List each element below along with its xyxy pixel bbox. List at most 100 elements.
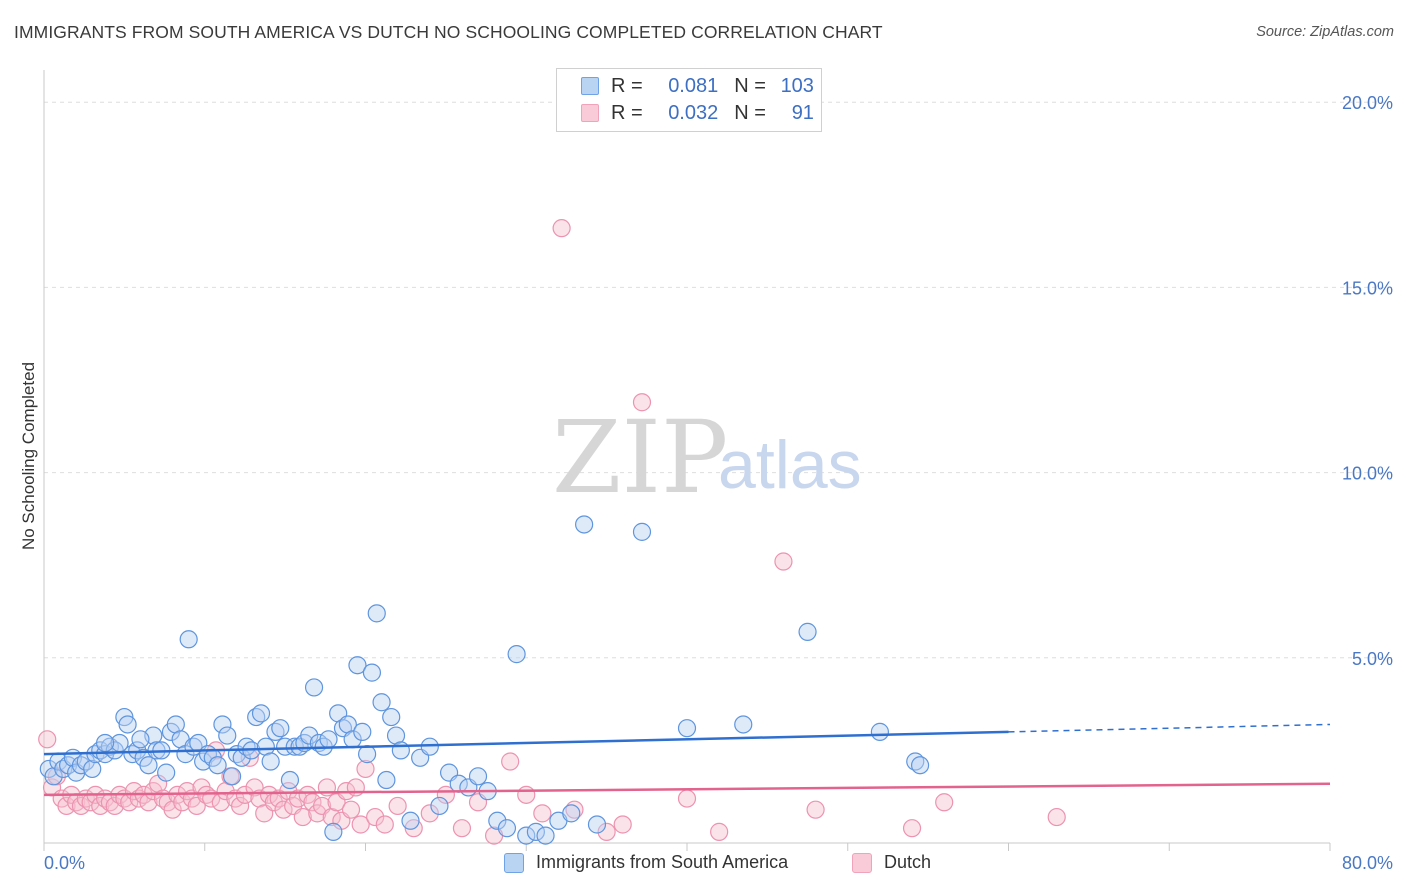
data-point (356, 759, 375, 779)
data-point (276, 737, 295, 756)
data-point (95, 733, 115, 753)
data-point (251, 704, 271, 723)
data-point (430, 796, 449, 816)
legend-row-south-america: R = 0.081 N = 103 (581, 75, 814, 97)
y-tick-label: 10.0% (1342, 464, 1393, 484)
data-point (468, 767, 488, 786)
data-point (131, 730, 150, 749)
data-point (677, 719, 697, 738)
data-point (552, 219, 571, 238)
data-point (348, 656, 367, 675)
data-point (358, 745, 377, 764)
chart-title: IMMIGRANTS FROM SOUTH AMERICA VS DUTCH N… (14, 22, 883, 42)
data-point (304, 678, 324, 697)
data-point (613, 815, 632, 834)
trend-line-south-america (43, 730, 1009, 756)
data-point (774, 552, 793, 571)
data-point (375, 815, 394, 834)
legend-item-dutch[interactable]: Dutch (852, 852, 931, 873)
legend-n-value: 91 (791, 101, 814, 124)
data-point (179, 630, 198, 649)
data-point (501, 752, 520, 771)
data-point (497, 819, 517, 838)
data-point (562, 804, 581, 823)
data-point (452, 819, 472, 838)
data-point (507, 645, 526, 664)
data-point (285, 737, 304, 756)
y-tick-label: 15.0% (1342, 278, 1393, 298)
data-point (213, 715, 232, 734)
data-point (734, 715, 753, 734)
series-legend: Immigrants from South America Dutch (0, 852, 1406, 878)
watermark-atlas: atlas (718, 427, 862, 503)
legend-r-label: R = (611, 74, 643, 97)
y-axis-label: No Schooling Completed (19, 362, 38, 550)
data-point (536, 826, 555, 845)
data-point (300, 726, 319, 745)
data-point (575, 515, 594, 534)
legend-n-label: N = (734, 74, 766, 97)
data-point (261, 752, 280, 771)
data-point (231, 796, 250, 816)
x-tick-marks (43, 843, 1331, 851)
data-point (488, 811, 507, 830)
data-point (1047, 807, 1066, 827)
data-point (293, 807, 312, 827)
legend-r-value: 0.032 (668, 101, 719, 124)
data-point (902, 819, 922, 838)
data-point (533, 804, 552, 823)
legend-r-value: 0.081 (668, 74, 719, 97)
legend-swatch-pink (852, 852, 872, 873)
data-point (517, 785, 536, 804)
legend-label-dutch: Dutch (884, 852, 932, 872)
trend-line-south-america-extension (1008, 723, 1331, 733)
data-point (218, 726, 237, 745)
data-point (710, 822, 729, 841)
chart-source: Source: ZipAtlas.com (1256, 24, 1394, 40)
data-point (83, 759, 102, 779)
data-point (245, 778, 264, 797)
data-point (806, 800, 825, 819)
data-point (222, 767, 242, 786)
data-point (105, 796, 124, 816)
legend-r-label: R = (611, 101, 643, 124)
data-point (382, 707, 401, 727)
y-tick-label: 20.0% (1342, 93, 1393, 113)
data-point (38, 730, 57, 749)
data-point (870, 722, 890, 741)
legend-swatch-blue (504, 852, 524, 873)
data-point (319, 730, 338, 749)
data-point (420, 804, 439, 823)
data-point (366, 807, 385, 827)
data-point (798, 622, 817, 641)
data-point (517, 826, 536, 845)
data-point (57, 796, 76, 816)
data-point (372, 693, 391, 712)
legend-n-label: N = (734, 101, 766, 124)
legend-item-south-america[interactable]: Immigrants from South America (504, 852, 788, 873)
data-point (269, 789, 288, 808)
trend-lines (43, 723, 1331, 797)
legend-n-value: 103 (780, 74, 814, 97)
data-point (235, 785, 255, 804)
data-point (139, 756, 158, 775)
data-point (597, 822, 616, 841)
data-point (632, 522, 652, 541)
data-point (118, 715, 137, 734)
data-point (341, 800, 361, 819)
data-point (526, 822, 545, 841)
data-point (401, 811, 420, 830)
data-point (362, 663, 382, 682)
correlation-legend: R = 0.081 N = 103 R = 0.032 N = 91 (556, 68, 822, 132)
data-point (910, 756, 930, 775)
legend-label-south-america: Immigrants from South America (536, 852, 789, 872)
data-point (128, 741, 147, 760)
data-point (388, 796, 407, 816)
x-tick-label-max: 80.0% (1342, 853, 1393, 873)
data-point (420, 737, 439, 756)
legend-swatch-blue (581, 77, 599, 95)
data-point (324, 822, 343, 841)
data-point (288, 789, 308, 808)
y-tick-label: 5.0% (1352, 649, 1393, 669)
